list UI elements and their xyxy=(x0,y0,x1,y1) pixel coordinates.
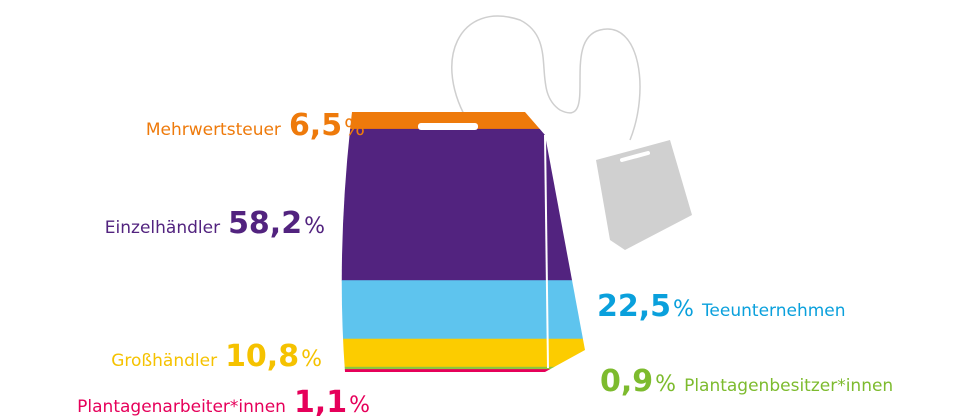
segment-name: Plantagenbesitzer*innen xyxy=(684,376,893,396)
value-label: 1,1 xyxy=(294,385,347,416)
unit: % xyxy=(349,393,370,416)
segment-label: Großhändler 10,8% xyxy=(111,339,322,374)
segment-name: Einzelhändler xyxy=(105,218,220,238)
segment-label: Einzelhändler 58,2% xyxy=(105,206,325,241)
bag-segment xyxy=(341,128,585,281)
value-label: 0,9 xyxy=(600,364,653,399)
value-label: 6,5 xyxy=(289,108,342,143)
tag-slot xyxy=(620,151,650,162)
unit: % xyxy=(655,372,676,397)
tea-string xyxy=(451,15,641,141)
segment-label: 0,9% Plantagenbesitzer*innen xyxy=(600,364,893,399)
unit: % xyxy=(344,116,365,141)
segment-label: Plantagenarbeiter*innen 1,1% xyxy=(77,385,370,416)
value-label: 58,2 xyxy=(228,206,302,241)
segment-label: 22,5% Teeunternehmen xyxy=(597,289,846,324)
segment-label: Mehrwertsteuer 6,5% xyxy=(146,108,365,143)
bag-segment xyxy=(341,369,585,372)
tea-tag xyxy=(596,140,692,250)
tea-bag xyxy=(341,112,585,372)
segment-name: Plantagenarbeiter*innen xyxy=(77,397,286,416)
bag-slot xyxy=(418,123,478,130)
value-label: 22,5 xyxy=(597,289,671,324)
bag-segment xyxy=(341,112,585,130)
bag-segment xyxy=(341,366,585,370)
unit: % xyxy=(301,347,322,372)
bag-segment xyxy=(341,338,585,368)
bag-segment xyxy=(341,280,585,340)
segment-name: Großhändler xyxy=(111,351,217,371)
unit: % xyxy=(673,297,694,322)
bag-fold xyxy=(544,134,549,369)
segment-name: Teeunternehmen xyxy=(701,301,846,321)
value-label: 10,8 xyxy=(225,339,299,374)
segment-name: Mehrwertsteuer xyxy=(146,120,281,140)
unit: % xyxy=(304,214,325,239)
